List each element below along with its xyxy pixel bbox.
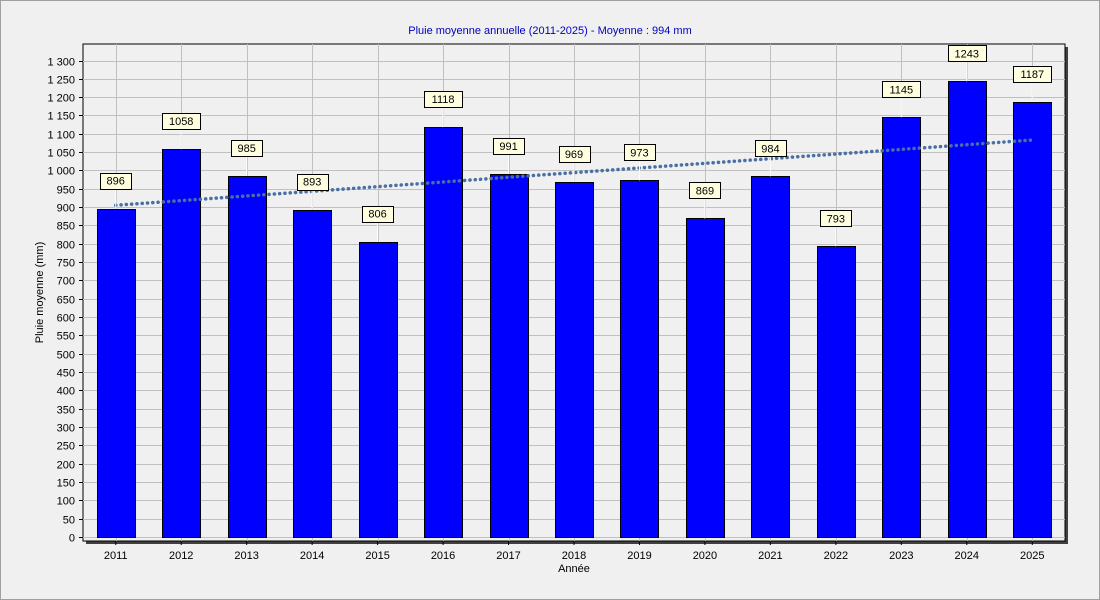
data-label-2019: 973 — [630, 147, 648, 159]
data-label-2020: 869 — [696, 185, 714, 197]
data-label-2022: 793 — [827, 213, 845, 225]
y-tick-label: 150 — [57, 478, 75, 490]
bar-2011 — [97, 209, 136, 538]
data-label-box — [559, 146, 591, 163]
data-label-2023: 1145 — [890, 84, 914, 96]
x-tick-label-2017: 2017 — [496, 550, 520, 562]
x-tick-label-2025: 2025 — [1020, 550, 1044, 562]
bar-2019 — [620, 180, 659, 538]
y-tick-label: 450 — [57, 368, 75, 380]
x-axis-title: Année — [558, 563, 590, 575]
data-label-2014: 893 — [303, 177, 321, 189]
x-tick-label-2013: 2013 — [234, 550, 258, 562]
bar-2015 — [359, 242, 398, 538]
data-label-box — [424, 91, 463, 108]
y-tick-label: 850 — [57, 221, 75, 233]
bar-2024 — [948, 81, 987, 538]
data-label-box — [100, 173, 132, 190]
y-tick-label: 100 — [57, 496, 75, 508]
data-label-box — [297, 174, 329, 191]
y-axis-title: Pluie moyenne (mm) — [34, 242, 46, 343]
bar-2013 — [228, 176, 267, 538]
data-label-2018: 969 — [565, 149, 583, 161]
bar-2014 — [293, 210, 332, 538]
y-tick-label: 200 — [57, 460, 75, 472]
bar-2022 — [817, 246, 856, 538]
y-tick-label: 1 200 — [47, 93, 75, 105]
data-label-box — [820, 210, 852, 227]
x-tick-label-2024: 2024 — [955, 550, 979, 562]
data-label-2012: 1058 — [169, 116, 193, 128]
y-tick-label: 700 — [57, 276, 75, 288]
data-label-box — [624, 144, 656, 161]
bar-2023 — [882, 117, 921, 538]
y-tick-label: 1 300 — [47, 57, 75, 69]
data-label-box — [948, 45, 987, 62]
y-tick-label: 600 — [57, 313, 75, 325]
bar-2018 — [555, 182, 594, 538]
y-tick-label: 750 — [57, 258, 75, 270]
x-tick-label-2023: 2023 — [889, 550, 913, 562]
y-tick-label: 0 — [69, 533, 75, 545]
x-tick-label-2021: 2021 — [758, 550, 782, 562]
y-tick-label: 50 — [63, 515, 75, 527]
data-label-box — [689, 182, 721, 199]
y-tick-label: 1 000 — [47, 166, 75, 178]
data-label-2015: 806 — [368, 209, 386, 221]
y-tick-label: 950 — [57, 185, 75, 197]
y-tick-label: 800 — [57, 240, 75, 252]
data-label-box — [755, 140, 787, 157]
y-tick-label: 500 — [57, 350, 75, 362]
data-label-2024: 1243 — [955, 48, 979, 60]
x-tick-label-2019: 2019 — [627, 550, 651, 562]
data-label-2025: 1187 — [1020, 69, 1044, 81]
x-tick-label-2022: 2022 — [824, 550, 848, 562]
y-tick-label: 350 — [57, 405, 75, 417]
bar-2020 — [686, 218, 725, 538]
x-tick-label-2014: 2014 — [300, 550, 324, 562]
data-label-box — [362, 206, 394, 223]
y-tick-label: 1 250 — [47, 75, 75, 87]
y-tick-label: 1 150 — [47, 111, 75, 123]
data-label-box — [493, 138, 525, 155]
bar-2016 — [424, 127, 463, 538]
data-label-2011: 896 — [107, 176, 125, 188]
data-label-box — [231, 140, 263, 157]
y-tick-label: 250 — [57, 441, 75, 453]
y-tick-label: 300 — [57, 423, 75, 435]
y-tick-label: 1 050 — [47, 148, 75, 160]
data-label-2016: 1118 — [432, 94, 455, 106]
y-tick-label: 650 — [57, 295, 75, 307]
bar-2017 — [490, 174, 529, 538]
bar-2021 — [751, 176, 790, 538]
data-label-box — [882, 81, 921, 98]
x-tick-label-2011: 2011 — [104, 550, 128, 562]
data-label-box — [162, 113, 201, 130]
chart-title: Pluie moyenne annuelle (2011-2025) - Moy… — [408, 25, 692, 37]
bar-2012 — [162, 149, 201, 538]
y-tick-label: 550 — [57, 331, 75, 343]
y-tick-label: 900 — [57, 203, 75, 215]
y-tick-label: 400 — [57, 386, 75, 398]
y-tick-label: 1 100 — [47, 130, 75, 142]
x-tick-label-2016: 2016 — [431, 550, 455, 562]
data-label-2017: 991 — [499, 141, 517, 153]
x-tick-label-2020: 2020 — [693, 550, 717, 562]
x-tick-label-2012: 2012 — [169, 550, 193, 562]
data-label-2013: 985 — [237, 143, 255, 155]
data-label-box — [1013, 66, 1052, 83]
x-tick-label-2018: 2018 — [562, 550, 586, 562]
bar-2025 — [1013, 102, 1052, 538]
x-tick-label-2015: 2015 — [365, 550, 389, 562]
data-label-2021: 984 — [761, 143, 779, 155]
